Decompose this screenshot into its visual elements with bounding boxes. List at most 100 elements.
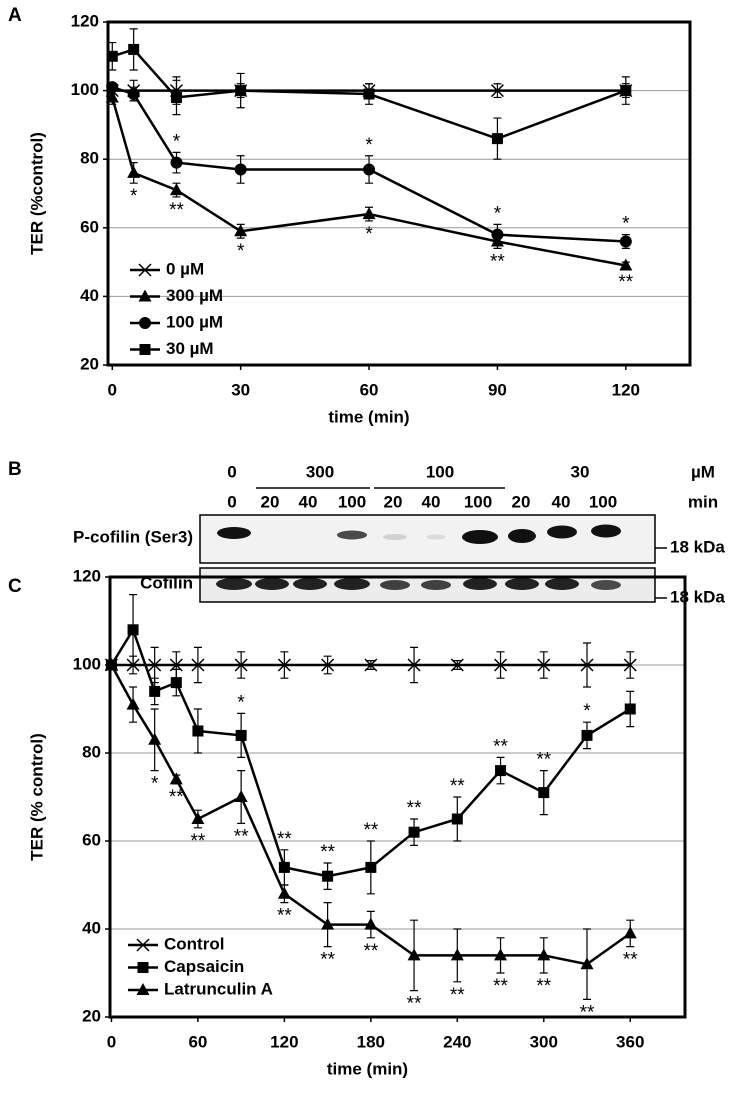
significance-label: *	[583, 701, 591, 722]
marker	[169, 772, 183, 785]
y-tick-label: 80	[82, 742, 101, 761]
marker	[148, 732, 162, 745]
marker	[126, 697, 140, 710]
y-tick-label: 40	[80, 286, 99, 305]
y-tick-label: 100	[73, 654, 101, 673]
time-label: 20	[384, 492, 403, 511]
legend-label: 30 µM	[166, 339, 214, 358]
marker	[365, 861, 377, 873]
band	[591, 524, 621, 538]
marker	[624, 703, 636, 715]
marker	[277, 658, 291, 672]
marker	[235, 85, 247, 97]
plot-frame	[108, 575, 687, 1019]
marker	[364, 917, 378, 930]
marker	[191, 658, 205, 672]
band	[462, 530, 498, 544]
marker	[170, 677, 182, 689]
marker	[321, 917, 335, 930]
marker	[450, 658, 464, 672]
bands	[216, 578, 621, 590]
marker	[169, 183, 183, 196]
significance-label: **	[169, 200, 184, 221]
dose-unit: µM	[691, 462, 715, 481]
x-tick-label: 60	[360, 380, 379, 399]
marker	[451, 813, 463, 825]
y-tick-label: 100	[71, 80, 99, 99]
significance-label: **	[618, 272, 633, 293]
band	[421, 580, 451, 590]
time-label: 40	[552, 492, 571, 511]
band	[383, 534, 407, 540]
x-tick-label: 180	[357, 1032, 385, 1051]
marker	[537, 948, 551, 961]
marker	[127, 165, 141, 178]
significance-label: **	[536, 750, 551, 771]
marker	[537, 658, 551, 672]
significance-label: **	[490, 251, 505, 272]
significance-label: **	[191, 831, 206, 852]
marker	[234, 224, 248, 237]
plot-frame	[106, 20, 692, 367]
time-label: 100	[464, 492, 492, 511]
marker	[104, 658, 118, 670]
significance-label: **	[450, 985, 465, 1006]
y-tick-label: 20	[82, 1006, 101, 1025]
significance-label: **	[277, 906, 292, 927]
marker	[191, 812, 205, 824]
time-label: 0	[227, 492, 236, 511]
marker	[106, 50, 118, 62]
x-axis-title: time (min)	[327, 1059, 408, 1078]
significance-label: *	[622, 214, 630, 235]
time-label: 20	[512, 492, 531, 511]
significance-label: **	[450, 776, 465, 797]
time-unit: min	[688, 492, 718, 511]
marker	[234, 163, 247, 176]
marker	[105, 90, 119, 103]
marker	[491, 228, 504, 241]
marker	[620, 85, 632, 97]
marker	[495, 765, 507, 777]
marker	[363, 163, 376, 176]
marker	[128, 43, 140, 55]
marker	[450, 948, 464, 961]
significance-label: **	[363, 941, 378, 962]
y-tick-label: 120	[73, 566, 101, 585]
x-tick-label: 0	[107, 1032, 116, 1051]
band	[547, 525, 577, 539]
significance-label: **	[234, 826, 249, 847]
x-tick-label: 240	[443, 1032, 471, 1051]
significance-label: *	[130, 186, 138, 207]
marker	[234, 790, 248, 802]
marker	[494, 948, 508, 961]
significance-label: **	[493, 976, 508, 997]
marker	[407, 658, 421, 672]
legend-label: 300 µM	[166, 286, 223, 305]
y-tick-label: 120	[71, 11, 99, 30]
marker	[619, 235, 632, 248]
significance-label: **	[320, 842, 335, 863]
marker	[491, 133, 503, 145]
significance-label: *	[151, 774, 159, 795]
panel-label: C	[8, 576, 22, 597]
significance-label: **	[580, 1002, 595, 1023]
marker	[321, 658, 335, 672]
legend-marker	[138, 263, 152, 277]
marker	[127, 88, 140, 101]
band	[334, 578, 370, 590]
y-tick-label: 80	[80, 149, 99, 168]
significance-label: **	[407, 798, 422, 819]
y-tick-label: 40	[82, 918, 101, 937]
marker	[580, 957, 594, 970]
band	[217, 527, 251, 539]
time-label: 20	[261, 492, 280, 511]
legend-label: 100 µM	[166, 312, 223, 331]
row-label: P-cofilin (Ser3)	[73, 527, 193, 546]
time-label: 100	[338, 492, 366, 511]
marker	[362, 207, 376, 220]
x-tick-label: 360	[616, 1032, 644, 1051]
x-tick-label: 60	[188, 1032, 207, 1051]
blot-strip	[199, 514, 656, 564]
legend-label: Latrunculin A	[164, 979, 273, 998]
band	[463, 578, 497, 590]
